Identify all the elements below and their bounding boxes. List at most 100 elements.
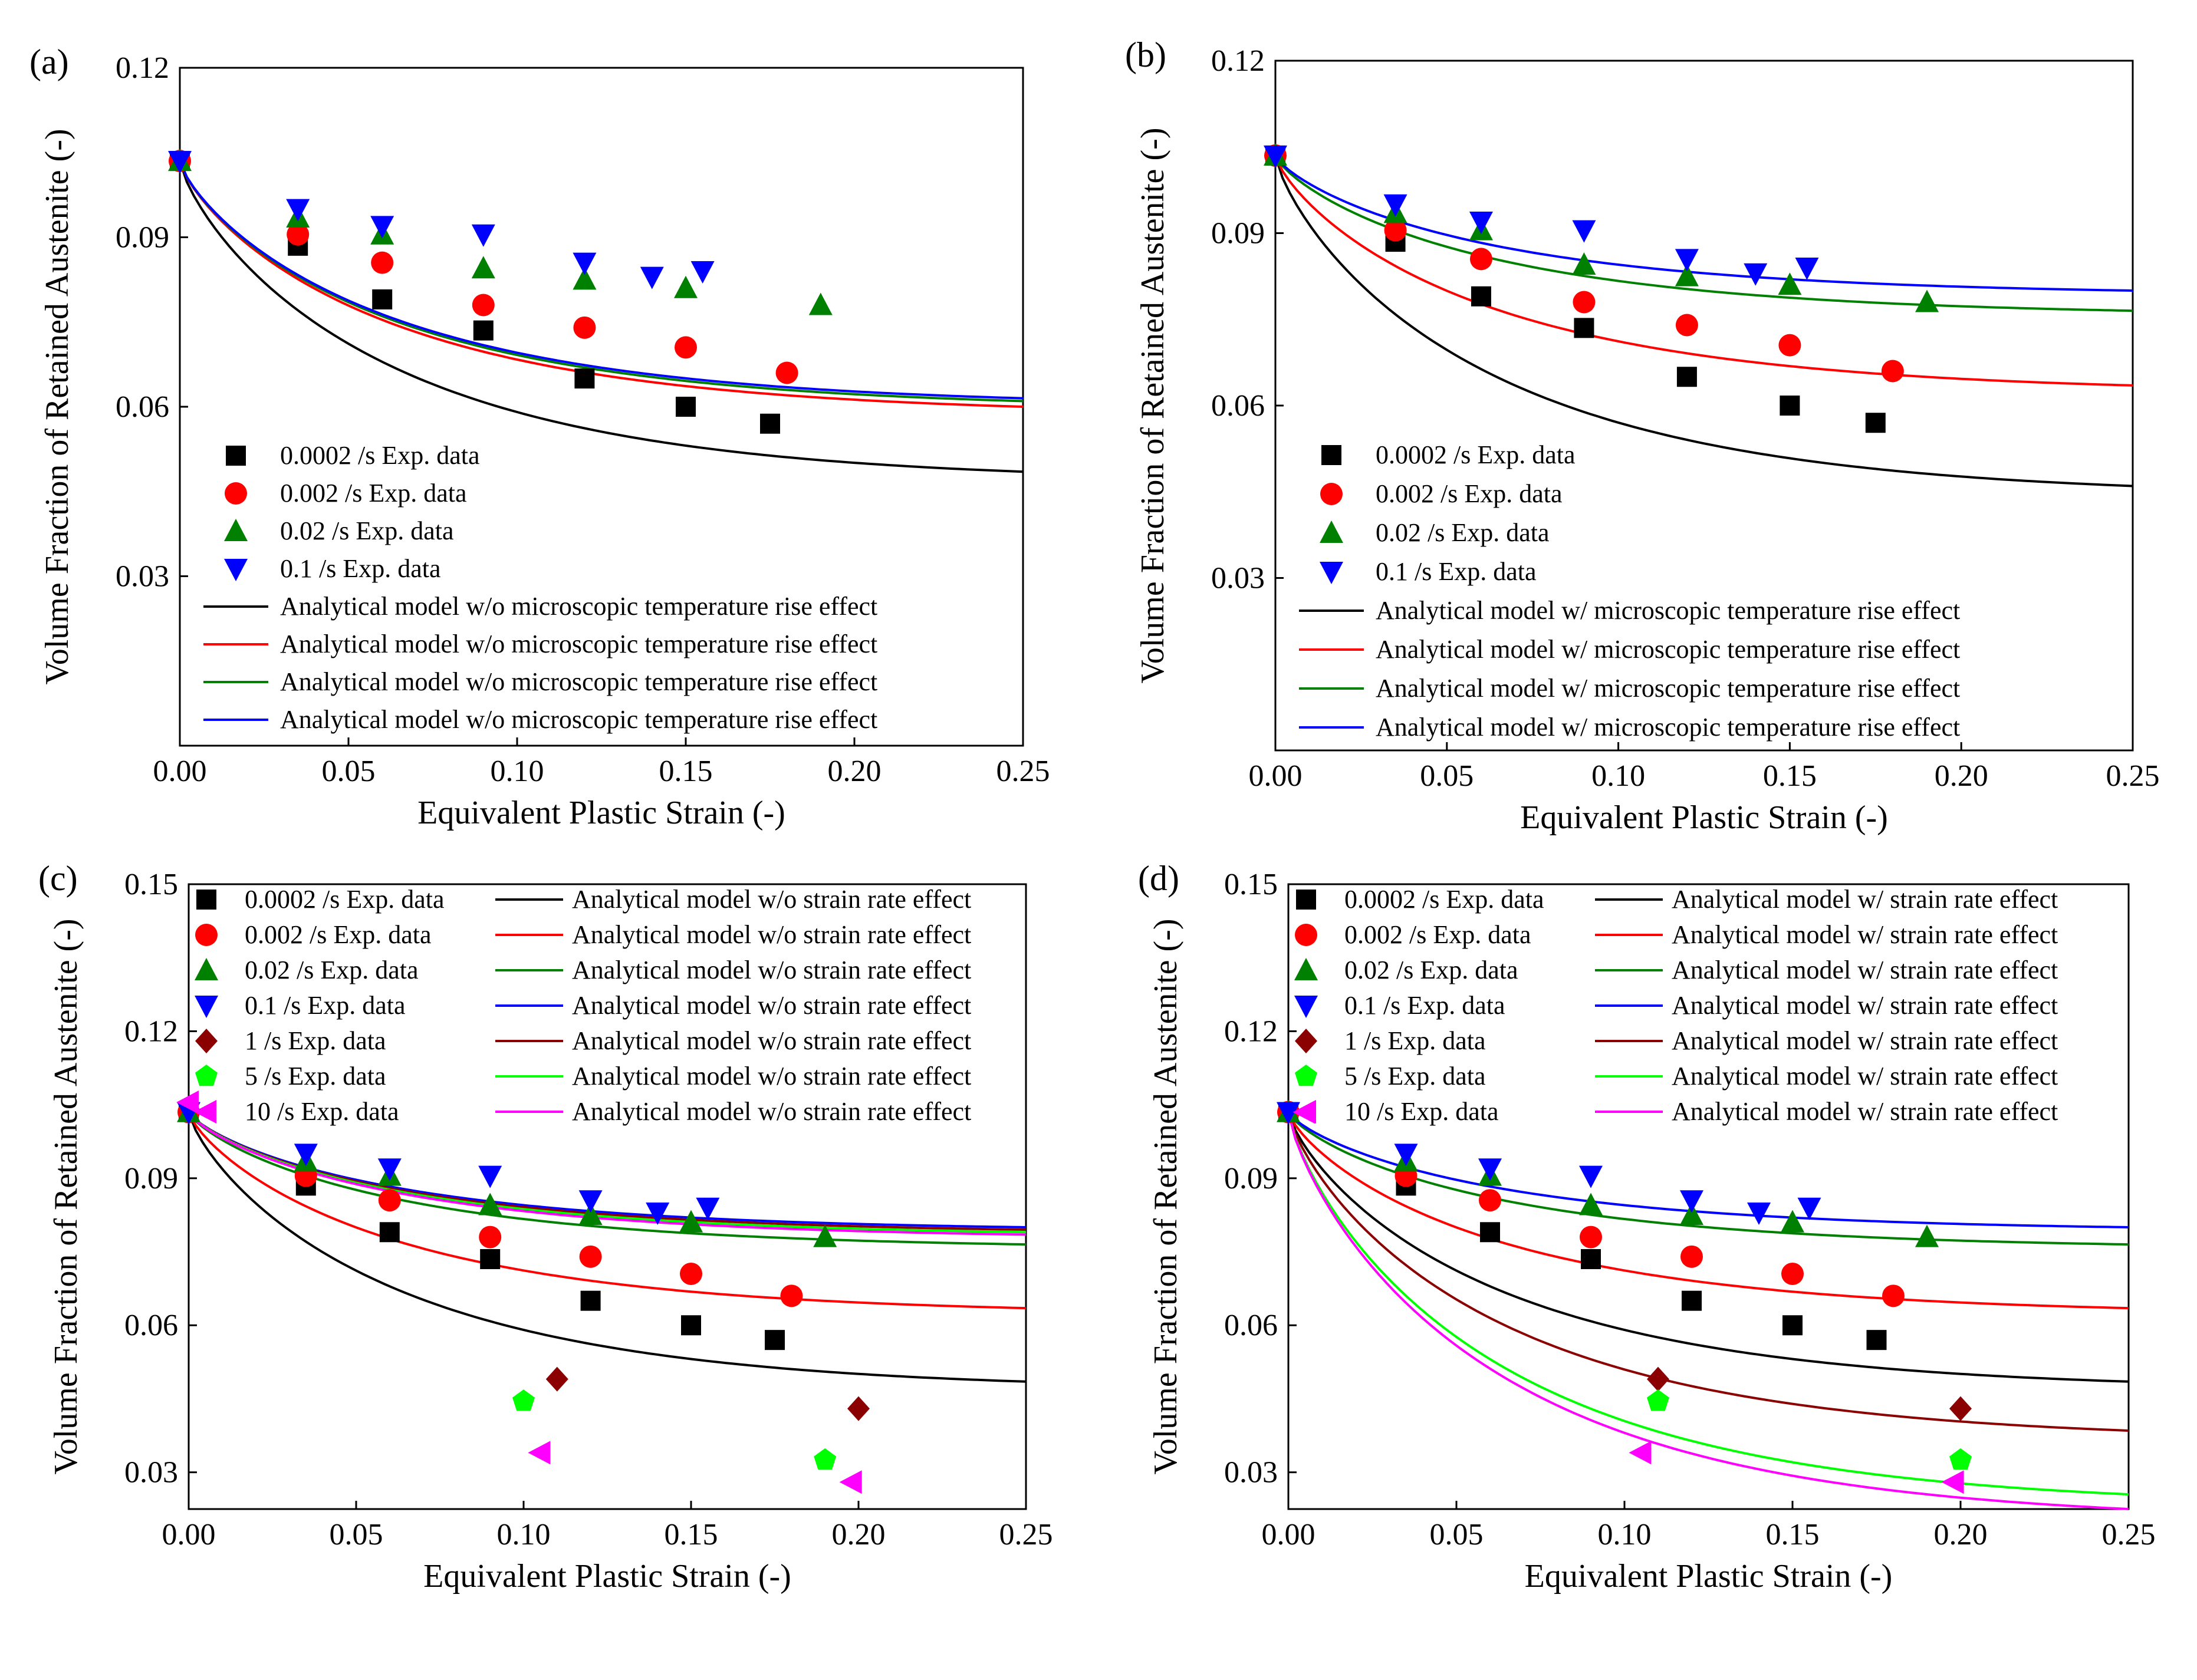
data-point [1580,1226,1602,1249]
legend-label: 0.02 /s Exp. data [245,956,419,984]
data-point [839,1470,862,1494]
data-point [378,1189,401,1212]
data-point [479,1226,502,1249]
data-point [377,1158,402,1181]
data-point [1949,1448,1972,1470]
data-point [680,1262,702,1285]
data-point [813,1224,837,1247]
data-point [1795,258,1819,280]
y-tick-label: 0.09 [1211,217,1265,251]
data-point [690,261,715,284]
model-curve-4 [1287,1111,2129,1432]
data-point [472,294,495,317]
data-point [578,1190,603,1213]
data-point [1579,1193,1603,1215]
legend-label: 0.1 /s Exp. data [245,991,406,1020]
x-tick-label: 0.05 [322,755,376,788]
data-point [573,316,596,339]
data-point [1277,1102,1300,1125]
data-point [1866,1330,1887,1350]
legend-label: Analytical model w/o strain rate effect [572,885,971,914]
x-tick-label: 0.10 [491,755,544,788]
legend-label: 0.002 /s Exp. data [1344,920,1531,949]
data-point [760,413,780,434]
legend-marker [1294,996,1318,1018]
data-point [1675,314,1698,337]
y-tick-label: 0.09 [124,1162,178,1195]
data-point [580,1290,601,1311]
x-tick-label: 0.10 [1591,759,1645,793]
x-tick-label: 0.25 [2106,759,2160,793]
data-point [1778,334,1801,357]
legend-label: Analytical model w/ strain rate effect [1672,885,2058,914]
data-point [1781,1262,1804,1285]
legend-label: 0.0002 /s Exp. data [1344,885,1544,914]
legend-label: 5 /s Exp. data [245,1062,386,1091]
data-point [1469,212,1493,234]
legend-marker [224,519,248,541]
legend-marker [195,1065,218,1086]
data-point [370,216,394,239]
data-point [1949,1396,1972,1421]
legend-label: Analytical model w/ strain rate effect [1672,1062,2058,1091]
x-axis-title: Equivalent Plastic Strain (-) [423,1558,791,1595]
legend-label: Analytical model w/o strain rate effect [572,1097,971,1126]
legend-marker [1296,890,1316,910]
y-axis-title: Volume Fraction of Retained Austenite (-… [1147,919,1184,1475]
y-tick-label: 0.12 [1211,44,1265,78]
y-axis-title: Volume Fraction of Retained Austenite (-… [48,919,84,1475]
x-axis-title: Equivalent Plastic Strain (-) [417,795,785,831]
data-point [1574,318,1594,338]
y-tick-label: 0.03 [124,1456,178,1490]
data-point [1469,248,1492,271]
data-point [1676,367,1697,387]
data-point [1675,263,1699,286]
legend-label: 0.02 /s Exp. data [1344,956,1518,984]
legend-label: 10 /s Exp. data [245,1097,399,1126]
legend-label: Analytical model w/ strain rate effect [1672,1026,2058,1055]
data-point [1383,194,1407,217]
data-point [1647,1389,1669,1411]
data-point [847,1396,870,1421]
data-point [1680,1203,1703,1226]
panel-label: (d) [1138,859,1179,898]
legend-marker [1295,1029,1317,1053]
data-point [1675,249,1699,272]
legend-label: Analytical model w/o microscopic tempera… [280,667,877,696]
x-tick-label: 0.00 [162,1518,216,1551]
data-point [176,1090,199,1114]
legend-label: 5 /s Exp. data [1344,1062,1486,1091]
x-tick-label: 0.20 [832,1518,886,1551]
legend-label: Analytical model w/ strain rate effect [1672,920,2058,949]
model-curve-0 [1274,155,2133,487]
data-point [478,1165,502,1188]
legend-label: Analytical model w/ microscopic temperat… [1376,674,1960,703]
model-curve-1 [179,160,1024,408]
panel-c: (c) 0.00 0.05 0.10 0.15 0.20 0.25 0.03 0.06 0.09 0… [38,859,1053,1595]
legend-label: Analytical model w/o strain rate effect [572,1026,971,1055]
y-tick-label: 0.06 [116,390,169,424]
data-point [1941,1470,1964,1494]
legend-label: Analytical model w/o microscopic tempera… [280,592,877,621]
data-point [573,267,597,290]
model-curve-5 [1287,1112,2129,1496]
y-tick-label: 0.06 [1211,389,1265,423]
data-point [1572,220,1596,243]
x-tick-label: 0.15 [1766,1518,1820,1551]
legend-label: Analytical model w/o strain rate effect [572,956,971,984]
legend-marker [1295,1065,1317,1086]
x-tick-label: 0.00 [1262,1518,1315,1551]
data-point [528,1441,551,1465]
model-curve-3 [1287,1111,2129,1228]
legend-marker [196,890,216,910]
data-point [696,1197,720,1220]
legend-label: Analytical model w/o strain rate effect [572,920,971,949]
legend-marker [226,446,246,466]
x-tick-label: 0.20 [1934,1518,1988,1551]
data-point [371,251,394,274]
data-point [1915,289,1939,312]
legend-marker [195,924,218,946]
panel-d: (d) 0.00 0.05 0.10 0.15 0.20 0.25 0.03 0.06 0.09 0… [1138,859,2156,1595]
legend-label: Analytical model w/o strain rate effect [572,1062,971,1091]
legend-marker [1294,958,1318,980]
